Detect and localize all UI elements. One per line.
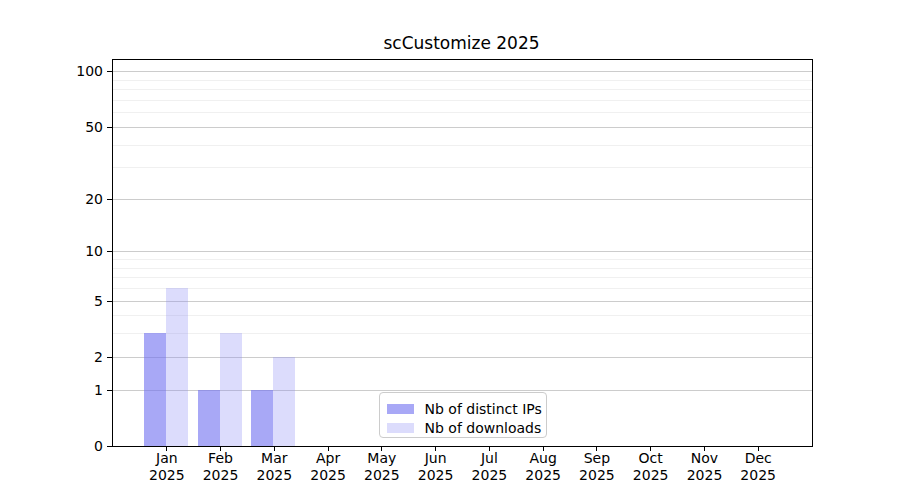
y-tick-label: 10 [53, 244, 103, 258]
y-tick [107, 71, 112, 72]
plot-area: Nb of distinct IPs Nb of downloads 01251… [112, 59, 813, 447]
bar-downloads [273, 357, 295, 446]
y-tick-label: 100 [53, 64, 103, 78]
legend-swatch-downloads-icon [387, 423, 414, 433]
minor-gridline [113, 80, 812, 81]
y-tick-label: 2 [53, 350, 103, 364]
y-tick-label: 1 [53, 383, 103, 397]
chart-title: scCustomize 2025 [112, 33, 811, 53]
minor-gridline [113, 100, 812, 101]
minor-gridline [113, 89, 812, 90]
y-tick-label: 50 [53, 120, 103, 134]
y-tick-label: 0 [53, 439, 103, 453]
bar-distinct-ips [144, 333, 166, 446]
major-gridline [113, 251, 812, 252]
y-tick [107, 199, 112, 200]
x-tick-label: Dec2025 [726, 450, 790, 484]
figure: scCustomize 2025 Nb of distinct IPs Nb o… [0, 0, 900, 500]
minor-gridline [113, 277, 812, 278]
y-tick [107, 301, 112, 302]
bar-downloads [166, 288, 188, 446]
y-tick [107, 127, 112, 128]
major-gridline [113, 301, 812, 302]
x-tick-year: 2025 [726, 467, 790, 484]
minor-gridline [113, 112, 812, 113]
legend-item-downloads: Nb of downloads [387, 418, 546, 437]
y-tick [107, 390, 112, 391]
legend-label-downloads: Nb of downloads [425, 420, 542, 436]
minor-gridline [113, 259, 812, 260]
legend: Nb of distinct IPs Nb of downloads [379, 392, 547, 438]
minor-gridline [113, 167, 812, 168]
legend-label-distinct-ips: Nb of distinct IPs [425, 401, 542, 417]
minor-gridline [113, 333, 812, 334]
minor-gridline [113, 288, 812, 289]
minor-gridline [113, 145, 812, 146]
bar-downloads [220, 333, 242, 446]
minor-gridline [113, 268, 812, 269]
y-tick [107, 446, 112, 447]
y-tick [107, 357, 112, 358]
minor-gridline [113, 315, 812, 316]
bar-distinct-ips [198, 390, 220, 446]
legend-swatch-distinct-ips-icon [387, 404, 414, 414]
major-gridline [113, 199, 812, 200]
major-gridline [113, 71, 812, 72]
y-tick [107, 251, 112, 252]
legend-item-distinct-ips: Nb of distinct IPs [387, 399, 546, 418]
x-tick-month: Dec [726, 450, 790, 467]
y-tick-label: 20 [53, 192, 103, 206]
bar-distinct-ips [251, 390, 273, 446]
major-gridline [113, 127, 812, 128]
major-gridline [113, 357, 812, 358]
y-tick-label: 5 [53, 294, 103, 308]
